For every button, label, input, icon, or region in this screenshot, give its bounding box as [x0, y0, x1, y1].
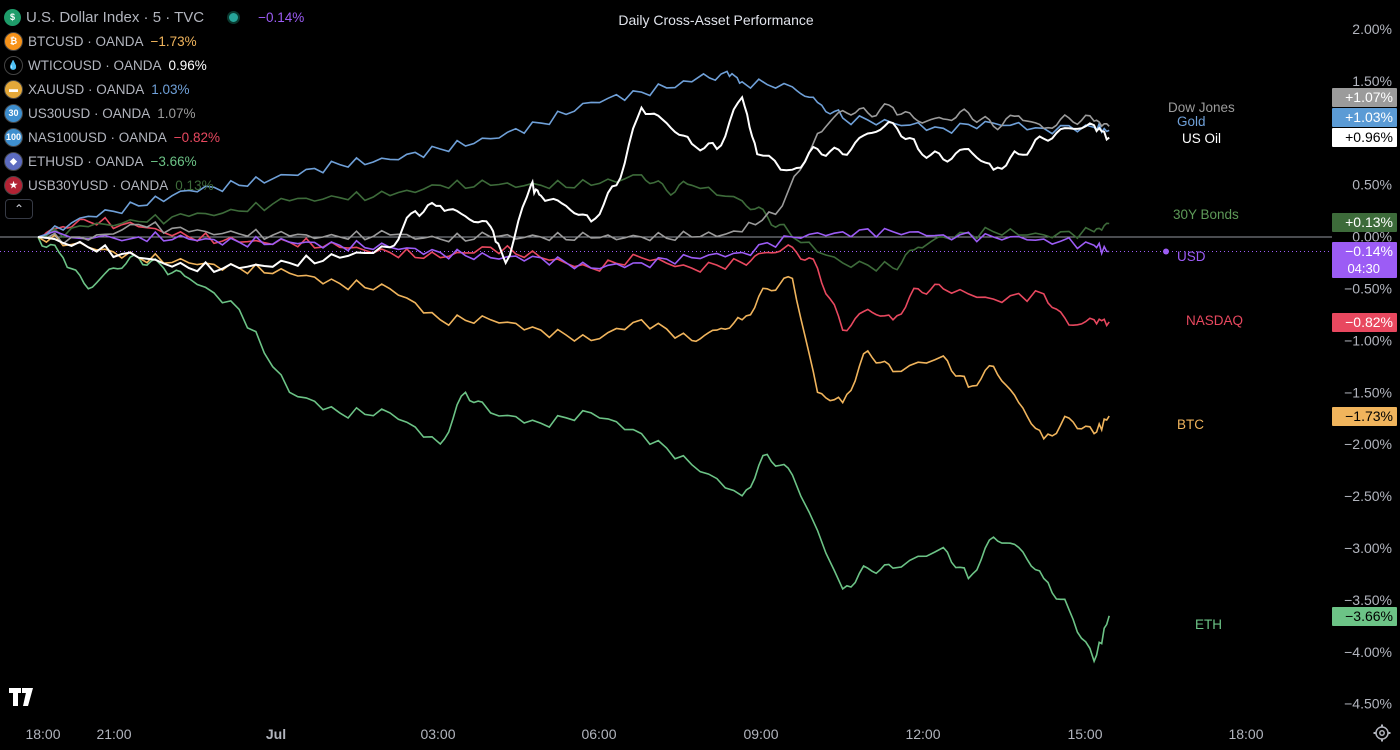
- legend-item-change: −1.73%: [150, 33, 197, 49]
- legend-item-change: 0.13%: [175, 177, 214, 193]
- x-axis-tick-label: 03:00: [420, 726, 455, 742]
- legend-item-name: BTCUSD · OANDA: [28, 33, 144, 49]
- price-badge: [1332, 407, 1397, 426]
- series-end-label: 30Y Bonds: [1173, 207, 1239, 222]
- x-axis-tick-label: 15:00: [1067, 726, 1102, 742]
- price-badge-countdown: 04:30: [1347, 261, 1380, 276]
- price-badge: [1332, 108, 1397, 127]
- price-badge-value: −0.14%: [1345, 243, 1393, 259]
- series-line-nasdaq[interactable]: [37, 216, 1110, 332]
- y-axis-tick-label: −3.50%: [1344, 592, 1392, 608]
- y-axis-tick-label: −1.50%: [1344, 384, 1392, 400]
- y-axis-tick-label: 0.50%: [1352, 177, 1392, 193]
- y-axis-tick-label: −2.00%: [1344, 436, 1392, 452]
- chart-title: Daily Cross-Asset Performance: [618, 12, 814, 28]
- legend-item[interactable]: 💧 WTICOUSD · OANDA 0.96%: [4, 53, 304, 77]
- x-axis-tick-label: 18:00: [1228, 726, 1263, 742]
- x-axis-tick-label: Jul: [266, 726, 286, 742]
- series-end-label: ETH: [1195, 617, 1222, 632]
- legend-item-change: −0.82%: [173, 129, 220, 145]
- legend-item[interactable]: ★ USB30YUSD · OANDA 0.13%: [4, 173, 304, 197]
- bitcoin-icon: ₿: [4, 31, 23, 51]
- series-line-30y-bonds[interactable]: [37, 174, 1110, 272]
- market-status-icon: [227, 10, 241, 24]
- legend-item[interactable]: ◆ ETHUSD · OANDA −3.66%: [4, 149, 304, 173]
- legend-item-name: US30USD · OANDA: [28, 105, 151, 121]
- price-badge-value: +1.07%: [1345, 89, 1393, 105]
- y-axis-tick-label: −4.00%: [1344, 644, 1392, 660]
- us30-icon: 30: [4, 103, 23, 123]
- legend-item-name: WTICOUSD · OANDA: [28, 57, 162, 73]
- series-end-label: NASDAQ: [1186, 313, 1243, 328]
- series-line-btc[interactable]: [37, 233, 1110, 441]
- series-end-label: Gold: [1177, 114, 1206, 129]
- price-badge: [1332, 88, 1397, 107]
- legend-main-name: U.S. Dollar Index · 5 · TVC: [26, 8, 205, 26]
- legend-item-change: −3.66%: [150, 153, 197, 169]
- y-axis-tick-label: −4.50%: [1344, 696, 1392, 712]
- legend-item-change: 0.96%: [168, 57, 207, 73]
- series-line-dow-jones[interactable]: [37, 102, 1110, 246]
- legend-item[interactable]: 30 US30USD · OANDA 1.07%: [4, 101, 304, 125]
- x-axis-tick-label: 12:00: [905, 726, 940, 742]
- gear-icon[interactable]: [1373, 724, 1391, 742]
- y-axis-tick-label: −1.00%: [1344, 332, 1392, 348]
- x-axis-tick-label: 09:00: [743, 726, 778, 742]
- legend: $ U.S. Dollar Index · 5 · TVC −0.14% ₿ B…: [4, 5, 304, 197]
- legend-item-name: XAUUSD · OANDA: [28, 81, 145, 97]
- price-badge-value: −1.73%: [1345, 408, 1393, 424]
- price-badge: [1332, 128, 1397, 147]
- dollar-icon: $: [4, 8, 21, 26]
- legend-item-change: 1.03%: [151, 81, 190, 97]
- legend-main-change: −0.14%: [258, 9, 305, 25]
- collapse-legend-button[interactable]: ⌃: [5, 199, 33, 219]
- x-axis-tick-label: 18:00: [25, 726, 60, 742]
- series-line-us-oil[interactable]: [37, 95, 1110, 274]
- legend-item-name: NAS100USD · OANDA: [28, 129, 167, 145]
- y-axis-tick-label: 2.00%: [1352, 21, 1392, 37]
- y-axis-tick-label: −2.50%: [1344, 488, 1392, 504]
- legend-item-change: 1.07%: [157, 105, 196, 121]
- series-end-label: USD: [1177, 249, 1206, 264]
- legend-item[interactable]: ₿ BTCUSD · OANDA −1.73%: [4, 29, 304, 53]
- price-badge-value: −0.82%: [1345, 314, 1393, 330]
- tradingview-logo-icon[interactable]: [9, 688, 41, 706]
- ethereum-icon: ◆: [4, 151, 23, 171]
- price-badge-value: +0.13%: [1345, 214, 1393, 230]
- series-end-label: BTC: [1177, 417, 1204, 432]
- legend-item-name: ETHUSD · OANDA: [28, 153, 144, 169]
- legend-main[interactable]: $ U.S. Dollar Index · 5 · TVC −0.14%: [4, 5, 304, 29]
- y-axis-tick-label: 0.00%: [1352, 229, 1392, 245]
- oil-drop-icon: 💧: [4, 55, 23, 75]
- series-line-eth[interactable]: [37, 236, 1110, 664]
- gold-bars-icon: ▬: [4, 79, 23, 99]
- price-badge: [1332, 607, 1397, 626]
- price-badge: [1332, 242, 1397, 278]
- y-axis-tick-label: −3.00%: [1344, 540, 1392, 556]
- usd-end-dot: [1163, 248, 1169, 255]
- legend-item-name: USB30YUSD · OANDA: [28, 177, 169, 193]
- legend-item[interactable]: 100 NAS100USD · OANDA −0.82%: [4, 125, 304, 149]
- y-axis-tick-label: −0.50%: [1344, 281, 1392, 297]
- y-axis-tick-label: 1.50%: [1352, 73, 1392, 89]
- legend-item[interactable]: ▬ XAUUSD · OANDA 1.03%: [4, 77, 304, 101]
- us-flag-icon: ★: [4, 175, 23, 195]
- price-badge: [1332, 213, 1397, 232]
- x-axis-tick-label: 21:00: [96, 726, 131, 742]
- series-line-gold[interactable]: [37, 70, 1110, 238]
- price-badge-value: −3.66%: [1345, 608, 1393, 624]
- x-axis-tick-label: 06:00: [581, 726, 616, 742]
- nas100-icon: 100: [4, 127, 23, 147]
- price-badge: [1332, 313, 1397, 332]
- price-badge-value: +1.03%: [1345, 109, 1393, 125]
- series-end-label: US Oil: [1182, 131, 1221, 146]
- series-end-label: Dow Jones: [1168, 100, 1235, 115]
- price-badge-value: +0.96%: [1345, 129, 1393, 145]
- series-line-usd[interactable]: [37, 227, 1110, 270]
